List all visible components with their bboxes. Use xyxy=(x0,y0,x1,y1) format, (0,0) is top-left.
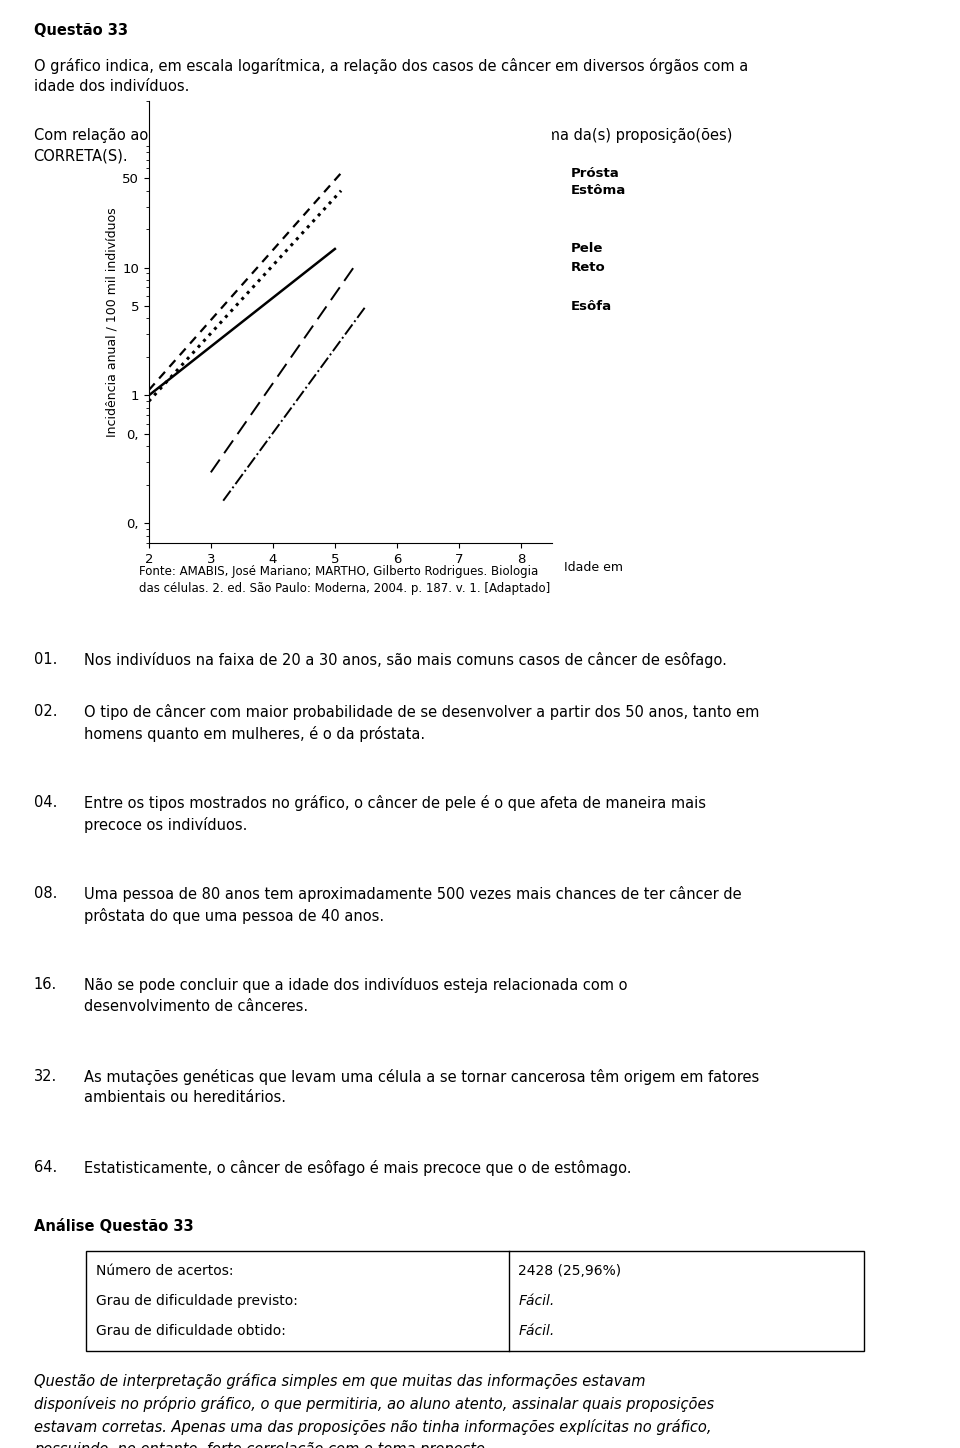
Text: As mutações genéticas que levam uma célula a se tornar cancerosa têm origem em f: As mutações genéticas que levam uma célu… xyxy=(84,1069,758,1105)
Text: Fonte: AMABIS, José Mariano; MARTHO, Gilberto Rodrigues. Biologia
das células. 2: Fonte: AMABIS, José Mariano; MARTHO, Gil… xyxy=(139,565,550,595)
Text: Grau de dificuldade obtido:: Grau de dificuldade obtido: xyxy=(96,1325,286,1338)
Text: Entre os tipos mostrados no gráfico, o câncer de pele é o que afeta de maneira m: Entre os tipos mostrados no gráfico, o c… xyxy=(84,795,706,833)
Text: Estôma: Estôma xyxy=(571,184,627,197)
Text: Fácil.: Fácil. xyxy=(518,1295,555,1308)
Text: Nos indivíduos na faixa de 20 a 30 anos, são mais comuns casos de câncer de esôf: Nos indivíduos na faixa de 20 a 30 anos,… xyxy=(84,652,727,668)
Text: Questão 33: Questão 33 xyxy=(34,23,128,38)
Text: Prósta: Prósta xyxy=(571,167,620,180)
Text: 16.: 16. xyxy=(34,977,57,992)
Text: Grau de dificuldade previsto:: Grau de dificuldade previsto: xyxy=(96,1295,298,1308)
Text: 2428 (25,96%): 2428 (25,96%) xyxy=(518,1264,621,1277)
Text: 64.: 64. xyxy=(34,1160,57,1174)
Text: Reto: Reto xyxy=(571,261,606,274)
Text: Não se pode concluir que a idade dos indivíduos esteja relacionada com o
desenvo: Não se pode concluir que a idade dos ind… xyxy=(84,977,627,1014)
Text: 04.: 04. xyxy=(34,795,57,809)
Text: Questão de interpretação gráfica simples em que muitas das informações estavam
d: Questão de interpretação gráfica simples… xyxy=(34,1373,713,1448)
Text: Idade em: Idade em xyxy=(564,560,623,573)
Text: 32.: 32. xyxy=(34,1069,57,1083)
Text: Com relação ao gráfico e ao desenvolvimento de câncer, indique a soma da(s) prop: Com relação ao gráfico e ao desenvolvime… xyxy=(34,127,732,164)
Text: O gráfico indica, em escala logarítmica, a relação dos casos de câncer em divers: O gráfico indica, em escala logarítmica,… xyxy=(34,58,748,94)
Text: 08.: 08. xyxy=(34,886,57,901)
Text: Pele: Pele xyxy=(571,242,604,255)
Text: Estatisticamente, o câncer de esôfago é mais precoce que o de estômago.: Estatisticamente, o câncer de esôfago é … xyxy=(84,1160,631,1176)
Text: 02.: 02. xyxy=(34,704,57,718)
Bar xyxy=(86,1251,864,1351)
Text: Uma pessoa de 80 anos tem aproximadamente 500 vezes mais chances de ter câncer d: Uma pessoa de 80 anos tem aproximadament… xyxy=(84,886,741,924)
Text: Número de acertos:: Número de acertos: xyxy=(96,1264,233,1277)
Text: Análise Questão 33: Análise Questão 33 xyxy=(34,1219,193,1234)
Y-axis label: Incidência anual / 100 mil indivíduos: Incidência anual / 100 mil indivíduos xyxy=(105,207,118,437)
Text: 01.: 01. xyxy=(34,652,57,666)
Text: Esôfa: Esôfa xyxy=(571,300,612,313)
Text: Fácil.: Fácil. xyxy=(518,1325,555,1338)
Text: O tipo de câncer com maior probabilidade de se desenvolver a partir dos 50 anos,: O tipo de câncer com maior probabilidade… xyxy=(84,704,759,741)
